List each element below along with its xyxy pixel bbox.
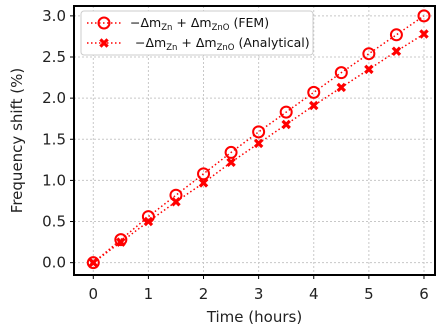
legend-item-fem: −ΔmZn + ΔmZnO (FEM) — [87, 15, 269, 33]
legend-item-analytical: −ΔmZn + ΔmZnO (Analytical) — [87, 35, 310, 53]
y-tick-label-4: 2.0 — [42, 89, 66, 107]
data-point-analytical-12 — [419, 29, 429, 39]
data-point-analytical-3 — [171, 197, 181, 207]
y-tick-label-0: 0.0 — [42, 254, 66, 272]
legend-label-analytical-mid: + Δm — [177, 35, 216, 50]
legend-label-fem-mid: + Δm — [172, 15, 211, 30]
data-point-analytical-9 — [336, 82, 347, 93]
series-line-1 — [92, 33, 425, 264]
legend-label-fem-sub1: Zn — [161, 23, 172, 33]
legend-box — [80, 10, 314, 56]
legend-marker-analytical — [99, 38, 109, 48]
x-axis-label: Time (hours) — [206, 308, 302, 326]
data-point-analytical-2 — [143, 216, 154, 227]
data-point-analytical-5 — [226, 157, 236, 168]
legend-label-analytical-sub1: Zn — [166, 43, 177, 53]
y-axis-label: Frequency shift (%) — [8, 68, 26, 213]
data-point-fem-0 — [86, 256, 100, 270]
data-point-fem-8 — [307, 85, 321, 99]
data-point-fem-12 — [417, 9, 431, 23]
y-tick-label-2: 1.0 — [42, 171, 66, 189]
x-axis-ticks: 0 1 2 3 4 5 6 — [89, 275, 429, 303]
x-tick-label-6: 6 — [419, 285, 429, 303]
legend: −ΔmZn + ΔmZnO (FEM) −ΔmZn + ΔmZnO (Analy… — [80, 10, 314, 56]
data-point-analytical-0 — [88, 257, 99, 268]
data-point-analytical-11 — [391, 46, 402, 56]
plot-frame — [73, 5, 436, 276]
y-axis-ticks: 0.0 0.5 1.0 1.5 2.0 2.5 3.0 — [42, 7, 74, 272]
legend-label-analytical: −ΔmZn + ΔmZnO (Analytical) — [135, 35, 310, 53]
data-point-analytical-6 — [253, 138, 264, 149]
series-0 — [86, 9, 431, 270]
legend-marker-shape-fem — [97, 16, 111, 30]
data-point-fem-4 — [197, 167, 211, 181]
data-point-analytical-7 — [281, 119, 291, 130]
series-group — [86, 9, 431, 270]
data-point-fem-10 — [362, 47, 376, 61]
legend-label-fem-tail: (FEM) — [229, 15, 269, 30]
legend-label-fem: −ΔmZn + ΔmZnO (FEM) — [130, 15, 269, 33]
legend-marker-shape-analytical — [99, 38, 109, 48]
y-tick-label-3: 1.5 — [42, 130, 66, 148]
x-tick-label-4: 4 — [309, 285, 319, 303]
data-point-fem-5 — [224, 145, 238, 159]
legend-label-fem-sub2: ZnO — [212, 23, 230, 33]
legend-label-analytical-tail: (Analytical) — [234, 35, 309, 50]
legend-label-fem-main: −Δm — [130, 15, 161, 30]
x-tick-label-3: 3 — [254, 285, 264, 303]
data-point-fem-7 — [279, 105, 293, 119]
x-tick-label-2: 2 — [199, 285, 209, 303]
y-tick-label-1: 0.5 — [42, 213, 66, 231]
series-1 — [88, 29, 429, 268]
y-tick-label-5: 2.5 — [42, 48, 66, 66]
legend-label-analytical-sub2: ZnO — [217, 43, 235, 53]
data-point-fem-11 — [389, 28, 403, 42]
x-tick-label-5: 5 — [364, 285, 374, 303]
data-point-analytical-4 — [198, 178, 209, 188]
data-point-analytical-10 — [364, 64, 374, 75]
legend-marker-fem — [97, 16, 111, 30]
data-point-fem-1 — [114, 233, 128, 247]
data-point-analytical-1 — [116, 237, 126, 247]
legend-label-analytical-main: −Δm — [135, 35, 166, 50]
data-point-analytical-8 — [309, 100, 319, 111]
y-tick-label-6: 3.0 — [42, 7, 66, 25]
data-point-fem-6 — [252, 125, 266, 139]
x-tick-label-0: 0 — [89, 285, 99, 303]
data-point-fem-9 — [334, 66, 348, 80]
x-tick-label-1: 1 — [144, 285, 154, 303]
